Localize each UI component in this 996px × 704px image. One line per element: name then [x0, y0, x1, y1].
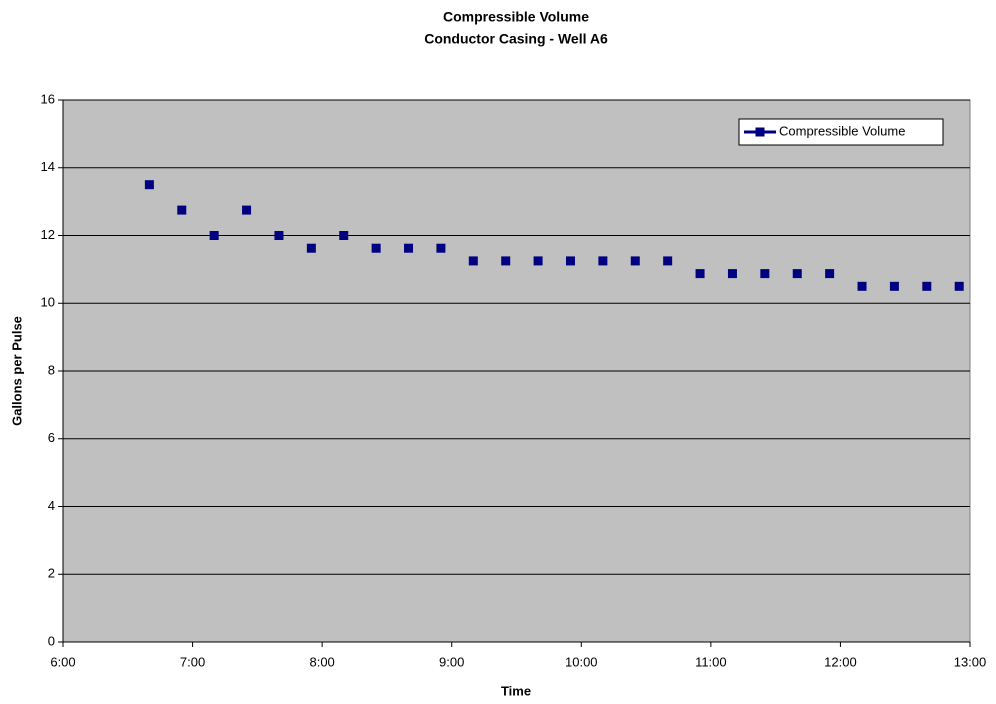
point [663, 256, 673, 266]
y-tick-label: 14 [41, 159, 55, 174]
y-tick-label: 2 [48, 566, 55, 581]
y-tick-label: 8 [48, 362, 55, 377]
point [598, 256, 608, 266]
point [339, 231, 349, 240]
point [630, 256, 640, 266]
chart-subtitle: Conductor Casing - Well A6 [424, 31, 608, 47]
x-tick-label: 7:00 [180, 654, 205, 669]
point [242, 205, 252, 215]
legend-marker [755, 127, 765, 137]
y-tick-label: 16 [41, 91, 55, 106]
point [501, 256, 511, 266]
x-tick-label: 6:00 [50, 654, 75, 669]
point [533, 256, 543, 266]
y-axis-label: Gallons per Pulse [9, 316, 24, 426]
x-tick-label: 11:00 [695, 654, 727, 669]
point [889, 281, 899, 291]
point [857, 281, 867, 291]
point [144, 180, 154, 190]
y-tick-label: 10 [41, 295, 55, 310]
point [695, 269, 705, 279]
chart-title: Compressible Volume [443, 9, 589, 25]
x-tick-label: 8:00 [309, 654, 334, 669]
point [404, 243, 414, 253]
legend-label: Compressible Volume [779, 123, 905, 138]
point [727, 269, 737, 279]
point [825, 269, 835, 279]
point [954, 281, 964, 291]
y-tick-label: 6 [48, 430, 55, 445]
x-tick-label: 12:00 [824, 654, 857, 669]
x-tick-label: 13:00 [954, 654, 987, 669]
point [306, 243, 316, 253]
point [177, 205, 187, 215]
y-tick-label: 4 [48, 498, 55, 513]
y-tick-label: 0 [48, 633, 55, 648]
x-axis-label: Time [501, 683, 531, 698]
point [274, 231, 284, 240]
x-tick-label: 9:00 [439, 654, 464, 669]
point [922, 281, 932, 291]
y-tick-label: 12 [41, 227, 55, 242]
point [371, 243, 381, 253]
point [565, 256, 575, 266]
point [436, 243, 446, 253]
point [468, 256, 478, 266]
point [209, 231, 219, 240]
x-tick-label: 10:00 [565, 654, 598, 669]
point [760, 269, 770, 279]
point [792, 269, 802, 279]
